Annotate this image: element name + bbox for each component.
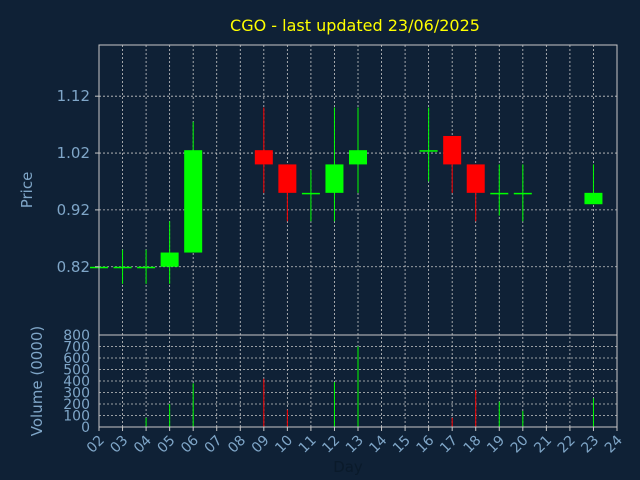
candle-body (466, 164, 485, 193)
mark-layer (90, 107, 603, 427)
candle-body (443, 135, 462, 165)
volume-tick-label: 800 (63, 328, 90, 344)
candle-body (278, 164, 297, 193)
frame-layer (95, 44, 618, 431)
x-tick-label: 11 (296, 433, 320, 457)
x-tick-label: 16 (414, 432, 438, 456)
x-tick-label: 04 (131, 432, 155, 456)
x-tick-label: 14 (366, 432, 390, 456)
x-tick-label: 17 (437, 433, 461, 457)
candle-body (490, 192, 509, 195)
candle-body (349, 150, 367, 165)
price-tick-label: 0.92 (57, 201, 90, 219)
candle-body (301, 192, 320, 195)
x-axis-label: Day (333, 458, 363, 476)
volume-tick-label: 500 (63, 363, 90, 379)
x-tick-label: 21 (531, 433, 555, 457)
candle-body (137, 266, 156, 269)
candle-body (254, 150, 273, 165)
price-tick-label: 1.02 (57, 144, 90, 162)
x-tick-label: 15 (390, 433, 414, 457)
candle-body (184, 150, 203, 253)
x-tick-label: 12 (319, 433, 343, 457)
candle-body (113, 266, 132, 269)
candle-body (513, 192, 532, 195)
volume-tick-label: 300 (63, 386, 90, 402)
x-tick-label: 24 (602, 432, 626, 456)
volume-tick-label: 200 (63, 397, 90, 413)
x-tick-label: 08 (225, 433, 249, 457)
x-tick-label: 03 (107, 433, 131, 457)
chart-title: CGO - last updated 23/06/2025 (230, 16, 480, 35)
x-tick-label: 13 (343, 433, 367, 457)
candle-body (325, 164, 344, 193)
x-tick-label: 06 (178, 432, 202, 456)
x-tick-label: 09 (249, 433, 273, 457)
x-tick-label: 02 (84, 433, 108, 457)
volume-tick-label: 400 (63, 374, 90, 390)
x-tick-label: 20 (508, 433, 532, 457)
x-tick-label: 19 (484, 433, 508, 457)
x-tick-label: 22 (555, 433, 579, 457)
text-layer: CGO - last updated 23/06/2025 0.82 0.92 1.0… (18, 16, 626, 476)
price-tick-label: 0.82 (57, 258, 90, 276)
price-axis-label: Price (18, 172, 36, 209)
x-tick-label: 18 (461, 433, 485, 457)
x-tick-label: 05 (155, 433, 179, 457)
volume-axis-label: Volume (0000) (28, 326, 46, 436)
candle-body (419, 150, 438, 152)
price-tick-label: 1.12 (57, 87, 90, 105)
volume-tick-label: 100 (63, 409, 90, 425)
candle-body (584, 192, 603, 205)
x-tick-label: 23 (578, 433, 602, 457)
volume-tick-label: 700 (63, 340, 90, 356)
volume-tick-label: 0 (81, 420, 90, 436)
candle-body (160, 252, 179, 267)
x-tick-label: 10 (272, 433, 296, 457)
x-tick-label: 07 (202, 433, 226, 457)
volume-tick-label: 600 (63, 351, 90, 367)
